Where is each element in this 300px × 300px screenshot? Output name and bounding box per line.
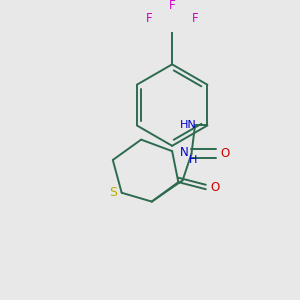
Text: O: O (220, 147, 230, 160)
Text: H: H (189, 155, 198, 165)
Text: N: N (180, 146, 189, 159)
Text: S: S (109, 186, 117, 199)
Text: F: F (169, 0, 175, 12)
Text: F: F (146, 12, 152, 25)
Text: F: F (192, 12, 199, 25)
Text: O: O (210, 181, 219, 194)
Text: HN: HN (180, 121, 196, 130)
